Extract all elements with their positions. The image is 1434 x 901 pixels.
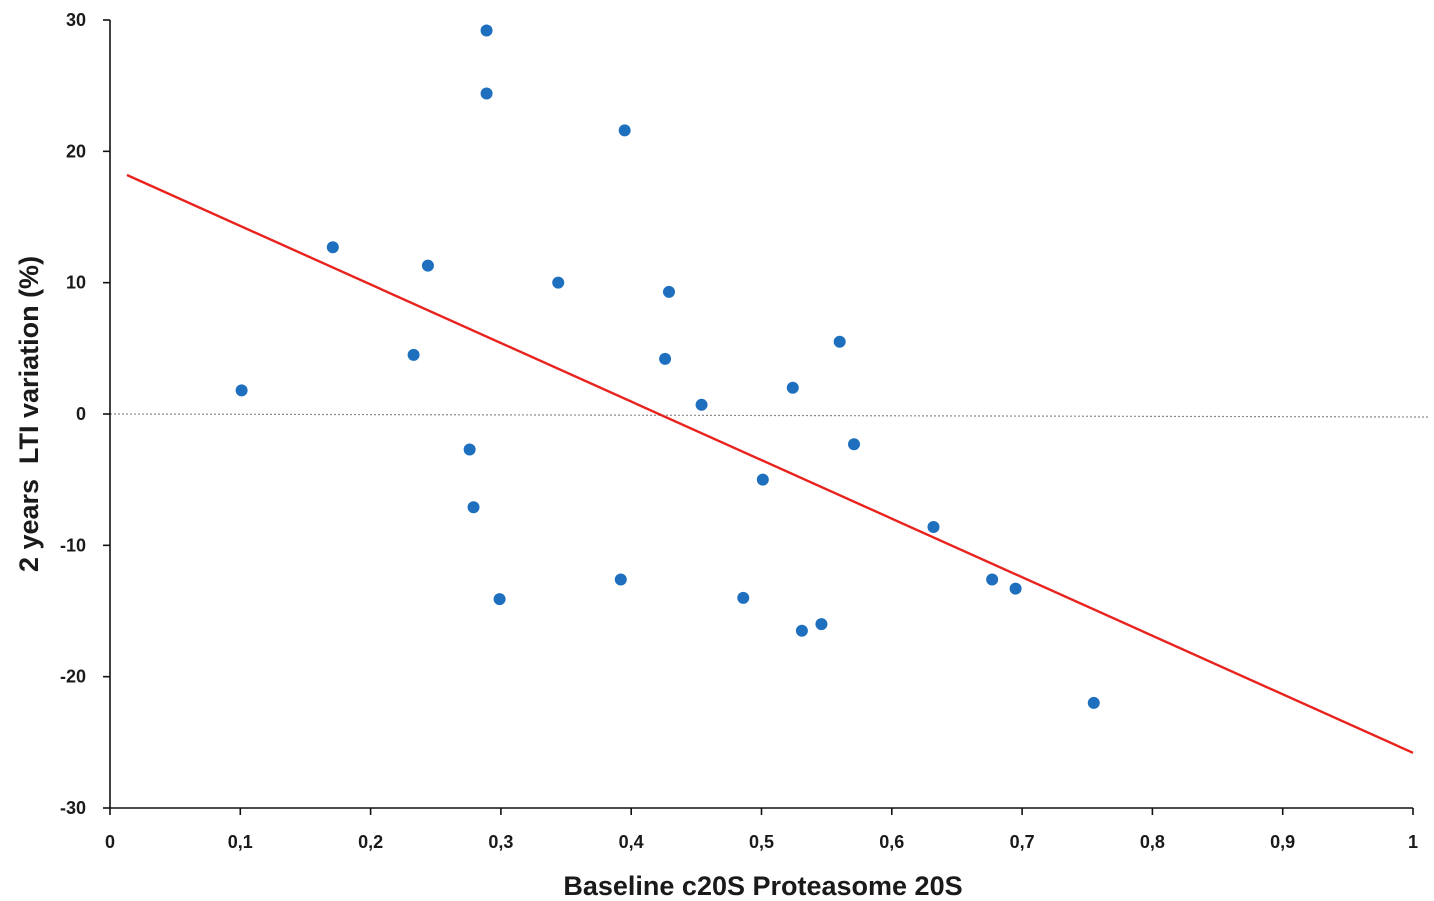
data-point — [552, 276, 565, 289]
x-tick-label: 1 — [1408, 832, 1418, 852]
y-tick-label: 20 — [66, 141, 86, 161]
x-tick-label: 0,1 — [228, 832, 253, 852]
data-point — [467, 501, 480, 514]
plot-area — [109, 24, 1431, 754]
y-tick-label: -20 — [60, 667, 86, 687]
data-point — [407, 348, 420, 361]
data-point — [235, 384, 248, 397]
data-point — [659, 352, 672, 365]
x-tick-label: 0,2 — [358, 832, 383, 852]
x-axis-ticks: 0 0,1 0,2 0,3 0,4 0,5 0,6 0,7 0,8 0,9 1 — [105, 808, 1418, 852]
data-point — [1009, 582, 1022, 595]
y-tick-label: -10 — [60, 535, 86, 555]
trend-line — [126, 173, 1414, 754]
zero-reference-line — [109, 413, 1431, 418]
data-point — [986, 573, 999, 586]
y-tick-label: 30 — [66, 10, 86, 30]
data-point — [848, 438, 861, 451]
data-point — [614, 573, 627, 586]
data-point — [927, 520, 940, 533]
y-tick-label: 0 — [76, 404, 86, 424]
data-point — [421, 259, 434, 272]
x-tick-label: 0,5 — [749, 832, 774, 852]
y-axis-ticks: 30 20 10 0 -10 -20 -30 — [60, 10, 110, 818]
x-tick-label: 0 — [105, 832, 115, 852]
data-point — [493, 593, 506, 606]
data-point — [480, 87, 493, 100]
data-point — [786, 381, 799, 394]
x-tick-label: 0,9 — [1270, 832, 1295, 852]
data-point — [833, 335, 846, 348]
x-tick-label: 0,4 — [619, 832, 644, 852]
y-axis-title: 2 years LTI variation (%) — [14, 256, 44, 572]
data-point — [1087, 696, 1100, 709]
data-point — [618, 124, 631, 137]
x-tick-label: 0,3 — [488, 832, 513, 852]
x-axis-title: Baseline c20S Proteasome 20S — [563, 871, 962, 901]
x-tick-label: 0,7 — [1010, 832, 1035, 852]
data-points — [235, 24, 1100, 709]
x-tick-label: 0,6 — [879, 832, 904, 852]
data-point — [463, 443, 476, 456]
data-point — [662, 285, 675, 298]
y-tick-label: 10 — [66, 273, 86, 293]
data-point — [795, 624, 808, 637]
data-point — [756, 473, 769, 486]
y-tick-label: -30 — [60, 798, 86, 818]
x-tick-label: 0,8 — [1140, 832, 1165, 852]
data-point — [737, 591, 750, 604]
data-point — [815, 618, 828, 631]
data-point — [695, 398, 708, 411]
data-point — [480, 24, 493, 37]
data-point — [326, 241, 339, 254]
